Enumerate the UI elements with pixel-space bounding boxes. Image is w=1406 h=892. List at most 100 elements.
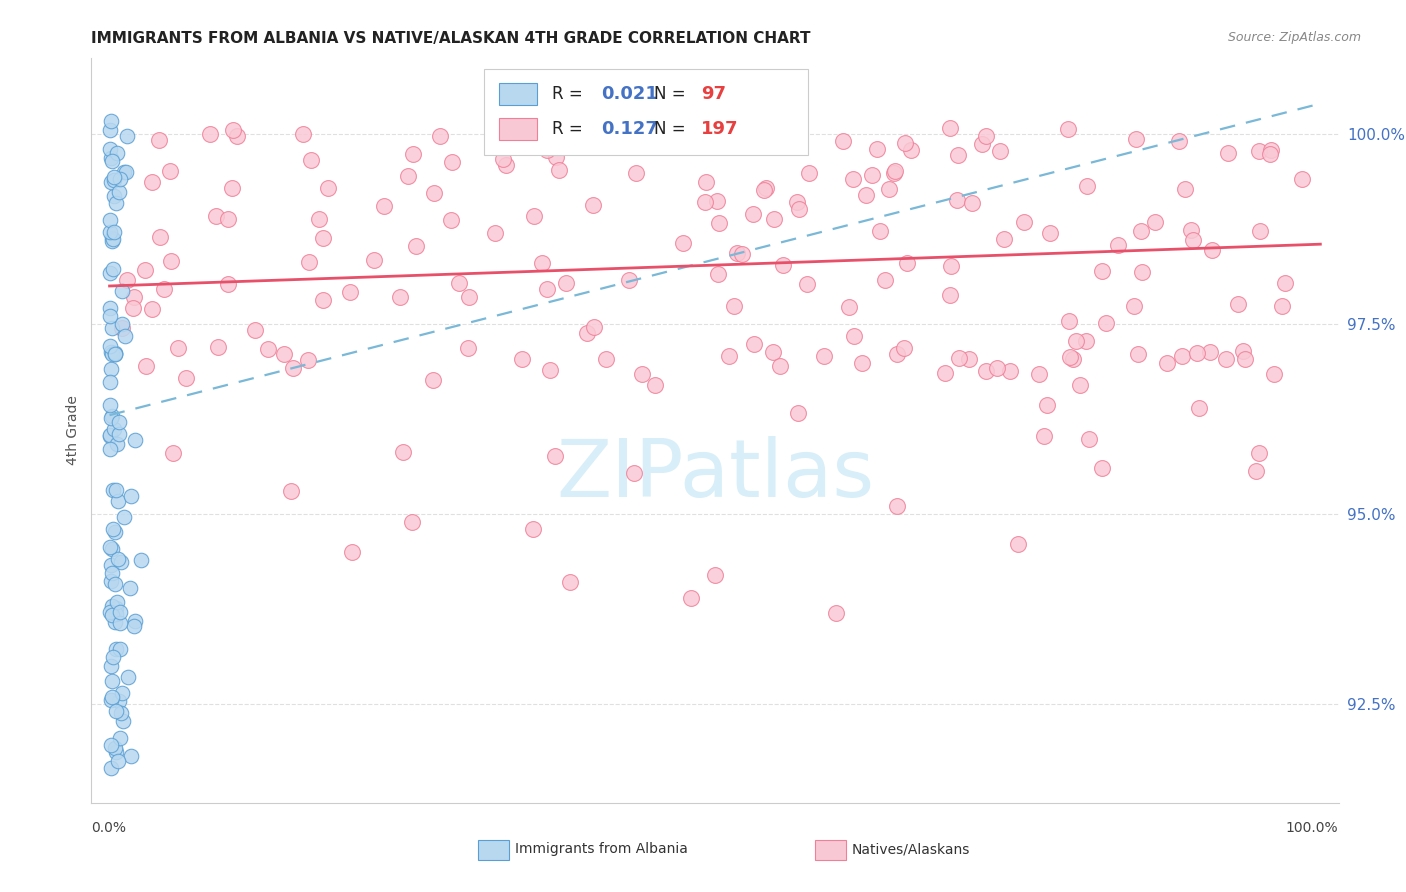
Point [101, 542, 124, 557]
Point [693, 195, 716, 210]
Point [105, 146, 128, 161]
Point [787, 202, 810, 216]
Point [1007, 537, 1029, 551]
Point [900, 143, 922, 157]
Point [879, 182, 901, 196]
Point [103, 524, 125, 539]
Point [112, 509, 135, 524]
Point [103, 173, 125, 187]
Point [1028, 368, 1050, 382]
Point [554, 277, 576, 291]
Point [1188, 401, 1211, 415]
Point [100, 761, 122, 775]
Point [129, 553, 152, 567]
Point [869, 224, 891, 238]
Point [1249, 445, 1271, 459]
Point [100, 175, 122, 189]
Point [101, 153, 124, 168]
Point [101, 347, 124, 361]
Point [110, 706, 132, 720]
Text: IMMIGRANTS FROM ALBANIA VS NATIVE/ALASKAN 4TH GRADE CORRELATION CHART: IMMIGRANTS FROM ALBANIA VS NATIVE/ALASKA… [91, 31, 811, 46]
Point [1091, 264, 1114, 278]
Point [292, 127, 315, 141]
Point [1059, 350, 1081, 364]
Point [1274, 276, 1296, 290]
Point [531, 256, 554, 270]
Point [117, 670, 139, 684]
Point [105, 642, 128, 657]
Point [110, 615, 132, 630]
Point [1201, 244, 1223, 258]
Point [707, 216, 730, 230]
Point [115, 165, 138, 179]
Point [98, 213, 121, 227]
Point [98, 339, 121, 353]
Point [100, 411, 122, 425]
Point [174, 371, 197, 385]
Point [1181, 233, 1204, 247]
Point [108, 426, 131, 441]
Point [595, 351, 617, 366]
Point [104, 704, 127, 718]
Point [441, 154, 464, 169]
Point [103, 225, 125, 239]
Point [205, 209, 228, 223]
Point [484, 227, 506, 241]
Point [1033, 429, 1056, 443]
Point [388, 290, 411, 304]
Point [100, 151, 122, 165]
Point [148, 133, 170, 147]
Point [1122, 300, 1144, 314]
Point [1199, 344, 1222, 359]
Point [1130, 265, 1153, 279]
Point [1180, 223, 1202, 237]
Point [1244, 464, 1267, 478]
Point [104, 346, 127, 360]
Point [115, 273, 138, 287]
Point [104, 741, 127, 756]
Point [108, 694, 131, 708]
Point [1012, 214, 1035, 228]
Point [107, 755, 129, 769]
Point [762, 345, 785, 359]
Point [893, 341, 915, 355]
Point [105, 600, 128, 615]
Point [896, 256, 918, 270]
Point [725, 246, 748, 260]
Point [1039, 226, 1062, 240]
Point [273, 347, 295, 361]
Point [166, 341, 188, 355]
Text: 0.021: 0.021 [602, 85, 658, 103]
Point [1247, 144, 1270, 158]
Point [207, 340, 229, 354]
Point [755, 181, 778, 195]
Point [886, 500, 908, 514]
Point [114, 329, 136, 343]
Point [838, 300, 860, 314]
Point [104, 346, 127, 360]
Point [111, 318, 134, 332]
Point [440, 212, 463, 227]
Point [1260, 143, 1282, 157]
Point [679, 591, 702, 605]
Point [107, 551, 129, 566]
Point [536, 143, 558, 157]
Point [257, 343, 280, 357]
Point [883, 164, 905, 178]
Point [101, 321, 124, 335]
Point [1062, 351, 1084, 366]
Point [299, 153, 322, 167]
Text: Source: ZipAtlas.com: Source: ZipAtlas.com [1227, 31, 1361, 45]
Point [495, 158, 517, 172]
Point [100, 739, 122, 753]
Point [316, 181, 339, 195]
Point [217, 277, 239, 292]
Point [510, 352, 533, 367]
Point [107, 494, 129, 508]
Point [198, 127, 221, 141]
Point [98, 442, 121, 456]
Point [110, 686, 132, 700]
Point [993, 232, 1015, 246]
Point [100, 398, 122, 412]
Point [772, 258, 794, 272]
